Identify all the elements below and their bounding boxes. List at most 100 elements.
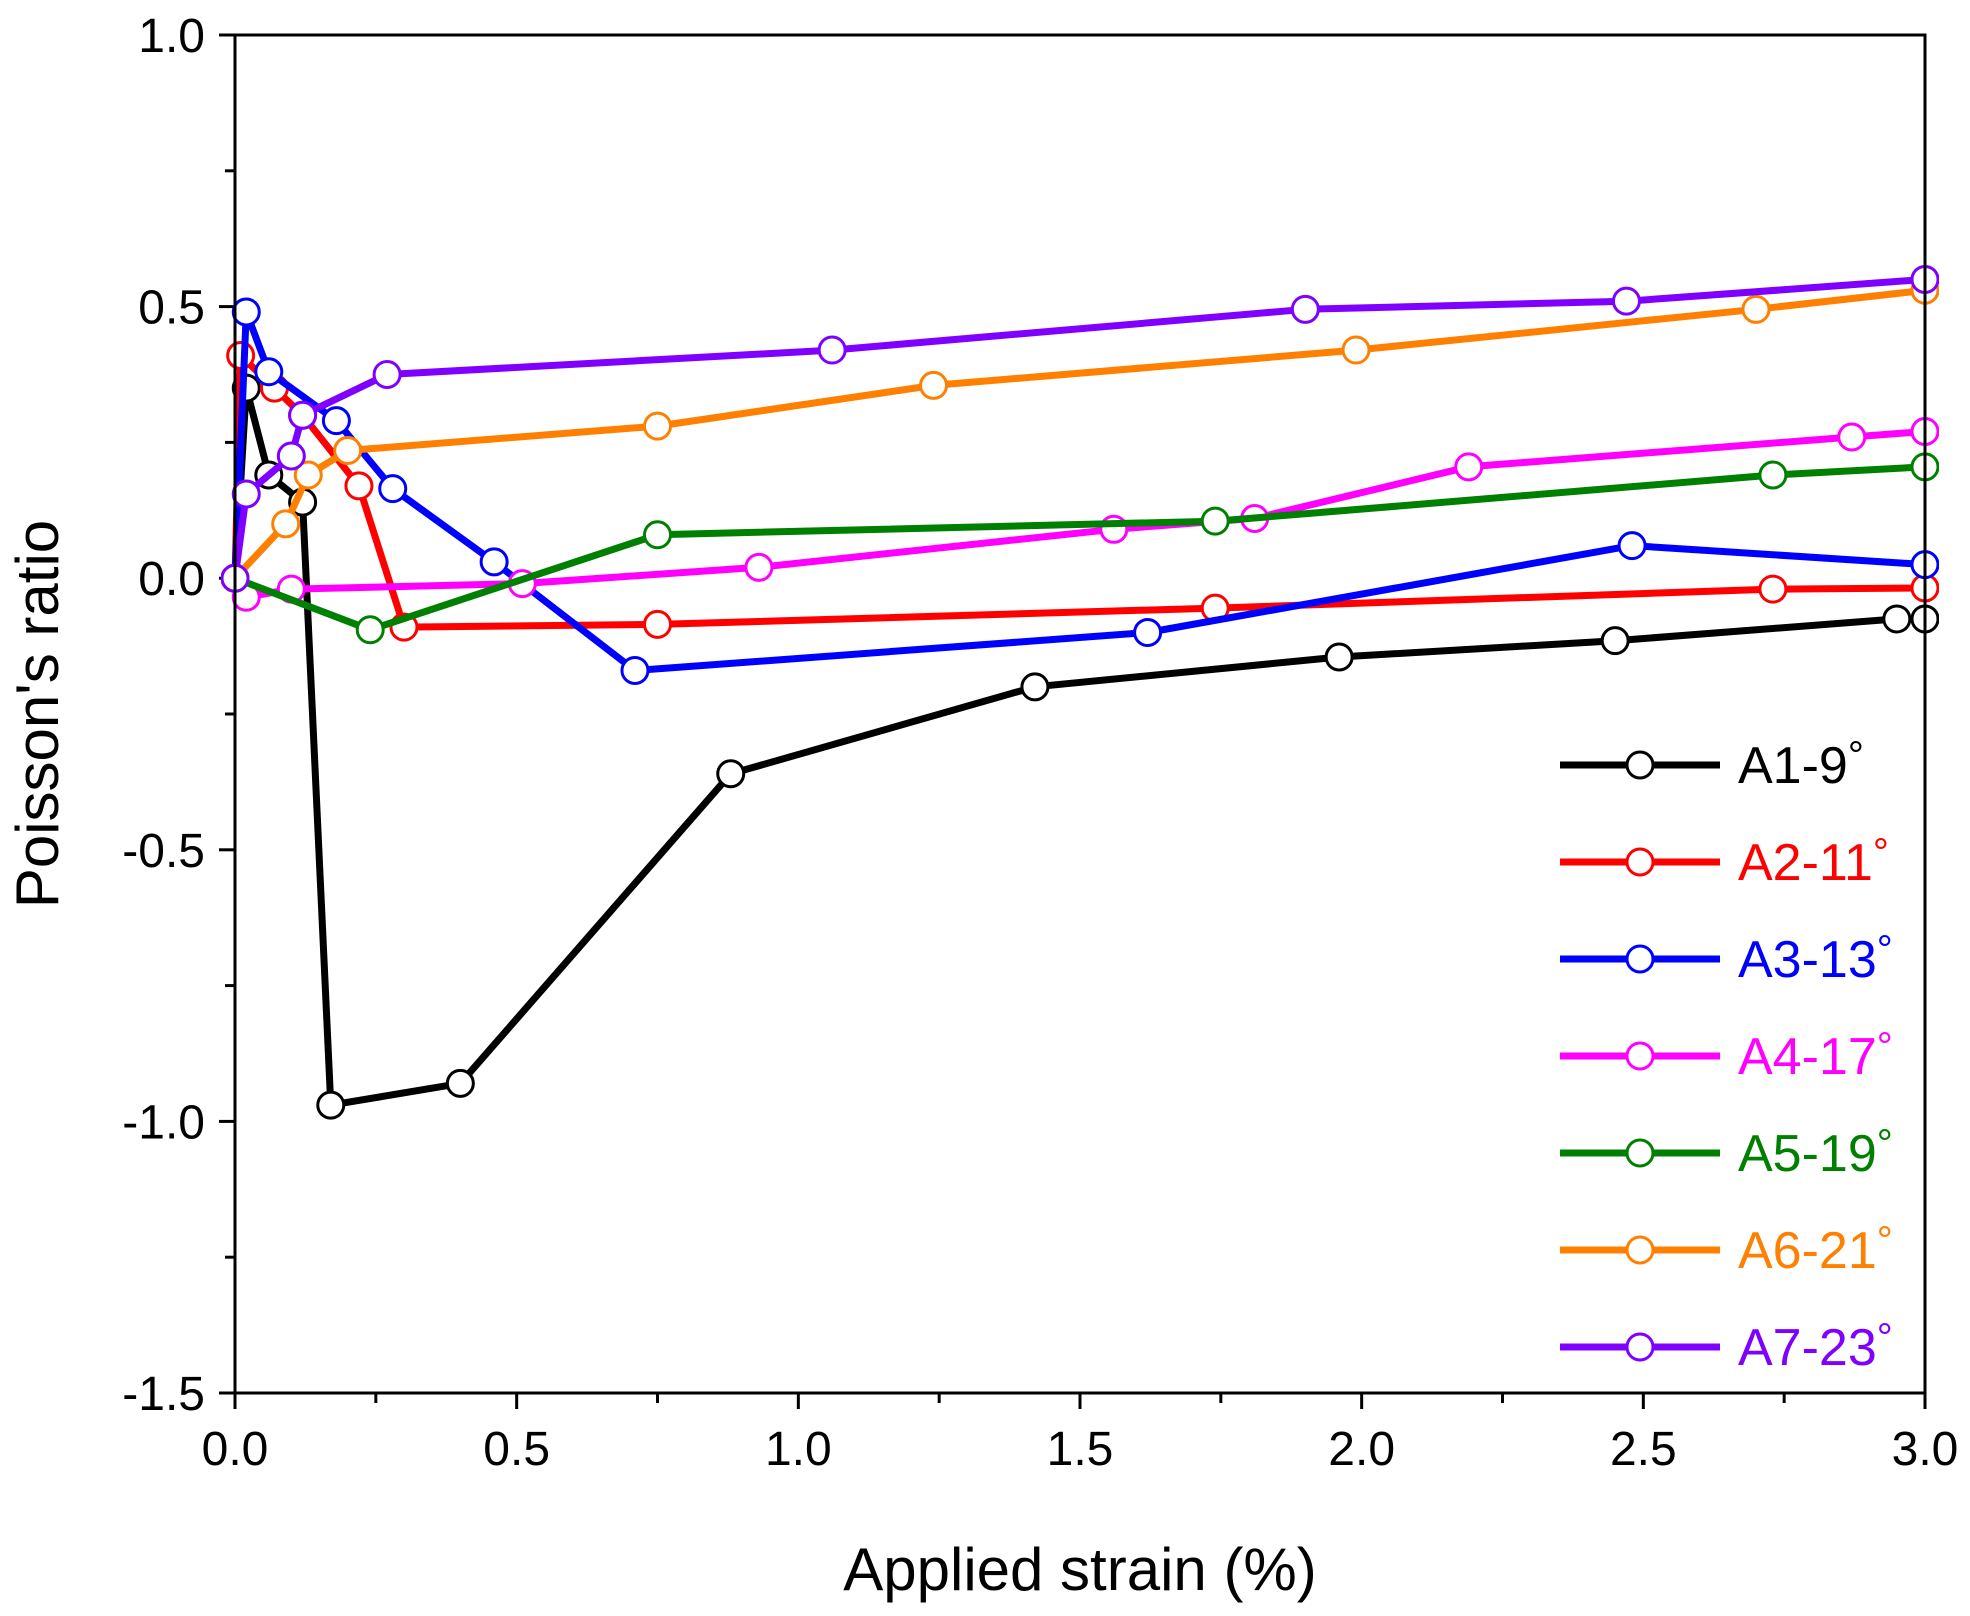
x-tick-label: 1.5 [1047,1423,1114,1476]
minor-ticks [225,169,1786,1403]
legend-label: A3-13° [1738,928,1893,989]
y-tick-label: 1.0 [138,10,205,63]
data-point [716,759,746,789]
legend-entry: A6-21° [1560,1219,1893,1280]
y-tick-label: 0.0 [138,553,205,606]
data-point [1133,618,1163,648]
data-point [744,552,774,582]
legend-label-text: A4-17 [1738,1028,1877,1086]
data-point [1020,672,1050,702]
legend-degree-symbol: ° [1877,1316,1893,1360]
x-tick-label: 2.5 [1610,1423,1677,1476]
data-point [1758,574,1788,604]
data-point [372,360,402,389]
x-axis-label: Applied strain (%) [843,1536,1317,1603]
legend-degree-symbol: ° [1877,1122,1893,1166]
y-tick-label: -1.5 [122,1368,205,1421]
x-tick-labels: 0.0 0.5 1.0 1.5 2.0 2.5 3.0 [202,1423,1959,1476]
data-point [321,406,351,436]
legend-degree-symbol: ° [1877,1025,1893,1069]
data-point [344,471,374,501]
plot-area [235,35,1925,1393]
legend-marker [1625,944,1655,974]
data-point [1837,422,1867,452]
y-tick-label: -1.0 [122,1096,205,1149]
data-point [1617,531,1647,561]
legend-label: A1-9° [1738,734,1864,795]
data-point [817,335,847,365]
data-point [378,474,408,504]
legend-label: A5-19° [1738,1122,1893,1183]
x-tick-label: 1.0 [765,1423,832,1476]
legend-label-text: A1-9 [1738,737,1848,795]
legend-label-text: A6-21 [1738,1222,1877,1280]
data-point [1341,335,1371,365]
legend-label: A2-11° [1738,831,1889,892]
legend-entry: A4-17° [1560,1025,1893,1086]
legend-label: A4-17° [1738,1025,1893,1086]
legend-label-text: A5-19 [1738,1125,1877,1183]
legend-entry: A3-13° [1560,928,1893,989]
legend-marker [1625,750,1655,780]
y-axis-label: Poisson's ratio [4,520,71,908]
x-tick-label: 2.0 [1328,1423,1395,1476]
legend-degree-symbol: ° [1877,928,1893,972]
series-line [231,384,1929,1109]
data-point [231,479,261,509]
data-point [231,297,261,327]
legend-label-text: A7-23 [1738,1319,1877,1377]
legend-entry: A5-19° [1560,1122,1893,1183]
y-tick-label: -0.5 [122,825,205,878]
x-tick-label: 3.0 [1892,1423,1959,1476]
legend-marker [1625,1041,1655,1071]
data-point [1611,286,1641,316]
legend-label: A6-21° [1738,1219,1893,1280]
series-a1-9 [221,373,1939,1120]
data-point [333,436,363,466]
legend-entry: A1-9° [1560,734,1864,795]
data-point [254,357,284,387]
x-tick-label: 0.5 [483,1423,550,1476]
data-point [919,370,949,400]
data-point [1741,294,1771,324]
legend-label-text: A2-11 [1738,834,1873,892]
legend-marker [1625,847,1655,877]
plot-frame [233,33,1927,1395]
data-point [1600,626,1630,656]
legend-degree-symbol: ° [1877,1219,1893,1263]
y-tick-label: 0.5 [138,282,205,335]
series-line [231,308,1929,674]
legend-marker [1625,1332,1655,1362]
data-point [355,615,385,645]
data-point [1882,604,1912,634]
series-line [231,463,1929,634]
data-point [620,656,650,686]
legend-entry: A2-11° [1560,831,1889,892]
data-point [1454,452,1484,482]
legend-marker [1625,1138,1655,1168]
series-a5-19 [221,452,1939,645]
data-point [445,1068,475,1098]
data-point [479,547,509,577]
legend: A1-9°A2-11°A3-13°A4-17°A5-19°A6-21°A7-23… [1560,734,1893,1377]
data-point [271,509,301,539]
data-point [293,460,323,490]
data-point [288,400,318,430]
data-point [643,609,672,639]
legend-degree-symbol: ° [1873,831,1889,875]
data-point [276,441,306,471]
data-point [1290,294,1320,324]
x-tick-label: 0.0 [202,1423,269,1476]
legend-label-text: A3-13 [1738,931,1877,989]
data-point [1200,506,1230,536]
legend-entry: A7-23° [1560,1316,1893,1377]
legend-degree-symbol: ° [1848,734,1864,778]
series-layer [221,264,1939,1120]
y-tick-labels: -1.5 -1.0 -0.5 0.0 0.5 1.0 [122,10,205,1421]
data-point [643,520,672,550]
data-point [316,1090,346,1120]
legend-marker [1625,1235,1655,1265]
data-point [1324,642,1354,672]
legend-label: A7-23° [1738,1316,1893,1377]
